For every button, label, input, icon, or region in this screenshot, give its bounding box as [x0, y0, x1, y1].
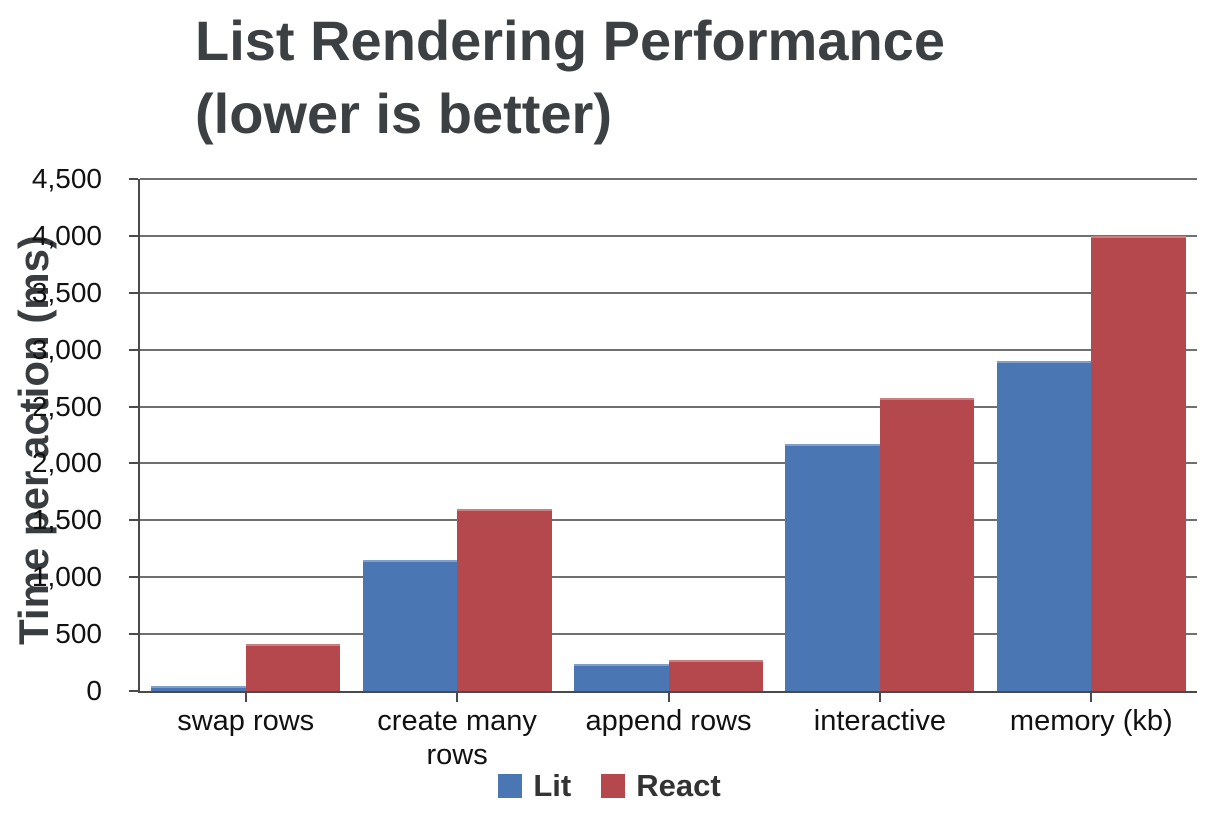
chart-title-line1: List Rendering Performance — [195, 9, 945, 72]
y-tick-label-500: 500 — [55, 618, 102, 650]
bar-lit-swap-rows — [151, 686, 246, 691]
y-axis-line — [138, 179, 140, 693]
gridline-1000 — [140, 576, 1197, 579]
y-tick-label-4000: 4,000 — [31, 219, 102, 251]
x-tick-swap-rows — [244, 693, 247, 702]
x-label-interactive: interactive — [813, 705, 946, 737]
legend-swatch-react — [601, 774, 626, 798]
y-tick-label-2500: 2,500 — [31, 390, 102, 422]
y-tick-label-4500: 4,500 — [31, 163, 102, 194]
y-tick-label-1500: 1,500 — [31, 504, 102, 536]
y-tick-1500 — [129, 519, 138, 522]
x-tick-append-rows — [667, 693, 670, 702]
y-tick-label-3000: 3,000 — [31, 333, 102, 365]
y-tick-label-3500: 3,500 — [31, 276, 102, 308]
legend-label-react: React — [636, 768, 721, 803]
x-label-memory-kb: memory (kb) — [1009, 705, 1173, 737]
bar-react-memory-kb — [1091, 235, 1186, 691]
gridline-4500 — [140, 178, 1197, 180]
y-tick-label-2000: 2,000 — [31, 447, 102, 479]
gridline-3500 — [140, 291, 1197, 294]
y-tick-500 — [129, 633, 138, 636]
x-label-append-rows: append rows — [585, 705, 752, 737]
y-tick-label-1000: 1,000 — [31, 561, 102, 593]
legend-swatch-lit — [498, 774, 523, 798]
chart-title-line2: (lower is better) — [195, 82, 612, 145]
legend-item-lit: Lit — [498, 768, 571, 804]
legend-label-lit: Lit — [533, 768, 572, 803]
legend-item-react: React — [601, 768, 721, 804]
x-label-swap-rows: swap rows — [177, 705, 315, 737]
y-tick-3500 — [129, 291, 138, 294]
x-label-create-many-rows: create many rows — [377, 705, 537, 771]
gridline-4000 — [140, 234, 1197, 237]
bar-react-create-many-rows — [457, 508, 552, 691]
y-tick-2000 — [129, 462, 138, 465]
legend: Lit React — [0, 768, 1219, 804]
y-tick-4000 — [129, 234, 138, 237]
y-tick-0 — [129, 690, 138, 692]
bar-lit-interactive — [785, 443, 880, 691]
x-axis-line — [138, 691, 1197, 693]
gridline-500 — [140, 633, 1197, 636]
bar-react-swap-rows — [245, 644, 341, 691]
y-tick-label-0: 0 — [86, 675, 102, 706]
bar-lit-create-many-rows — [362, 560, 458, 691]
gridline-3000 — [140, 348, 1197, 351]
chart-title: List Rendering Performance (lower is bet… — [195, 4, 945, 150]
x-tick-interactive — [878, 693, 881, 702]
bar-react-append-rows — [668, 659, 763, 691]
y-tick-3000 — [129, 348, 138, 351]
y-tick-4500 — [129, 178, 138, 180]
x-tick-create-many-rows — [456, 693, 459, 702]
gridline-2000 — [140, 462, 1197, 465]
bar-react-interactive — [879, 398, 975, 691]
y-tick-1000 — [129, 576, 138, 579]
bar-lit-append-rows — [574, 663, 669, 691]
plot-area: 0 500 1,000 1,500 2,000 2,500 3,000 3,500 4,000 4… — [32, 164, 1197, 771]
bar-lit-memory-kb — [996, 361, 1092, 691]
x-tick-memory-kb — [1090, 693, 1093, 702]
y-tick-2500 — [129, 405, 138, 408]
gridline-1500 — [140, 519, 1197, 522]
gridline-2500 — [140, 405, 1197, 408]
